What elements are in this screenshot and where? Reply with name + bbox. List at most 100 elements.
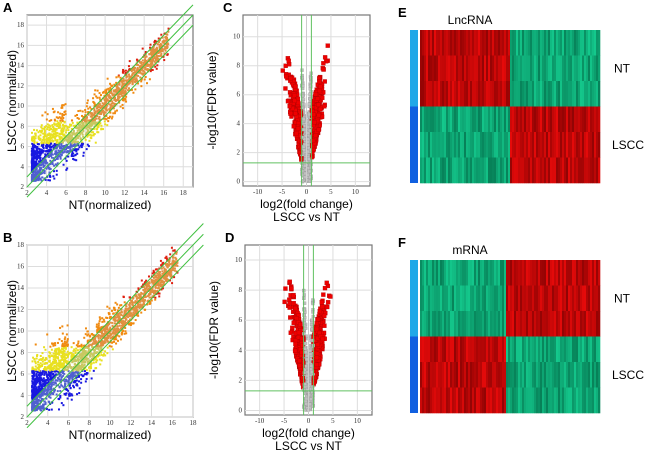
point: [50, 152, 53, 155]
point: [35, 354, 38, 357]
point: [36, 403, 39, 406]
point: [71, 376, 74, 379]
significant-point: [284, 74, 289, 79]
point: [53, 388, 56, 391]
point: [52, 127, 55, 130]
point: [43, 385, 46, 388]
point: [72, 369, 75, 372]
point: [49, 378, 52, 381]
point: [58, 351, 61, 354]
point: [39, 134, 42, 137]
point: [53, 129, 56, 132]
point: [105, 109, 108, 112]
point: [42, 379, 45, 382]
point: [41, 380, 44, 383]
point: [84, 350, 87, 353]
point: [79, 354, 82, 357]
point: [140, 68, 143, 71]
point: [157, 287, 160, 290]
point: [72, 155, 75, 158]
point: [74, 114, 77, 117]
point: [48, 391, 51, 394]
point: [108, 345, 111, 348]
point: [120, 80, 123, 83]
point: [108, 99, 111, 102]
point: [59, 138, 62, 141]
point: [160, 33, 163, 36]
point: [39, 159, 42, 162]
point: [146, 63, 149, 66]
point: [63, 111, 66, 114]
point: [160, 264, 163, 267]
point: [66, 360, 69, 363]
point: [31, 370, 34, 373]
point: [107, 335, 110, 338]
point: [120, 326, 123, 329]
point: [130, 314, 133, 317]
significant-point: [321, 61, 326, 66]
point: [68, 351, 71, 354]
point: [61, 115, 64, 118]
point: [77, 340, 80, 343]
point: [123, 91, 126, 94]
point: [69, 148, 72, 151]
point: [59, 157, 62, 160]
point: [158, 283, 161, 286]
point: [105, 115, 108, 118]
point: [161, 50, 164, 53]
point: [133, 67, 136, 70]
point: [102, 332, 105, 335]
point: [113, 83, 116, 86]
point: [72, 360, 75, 363]
point: [80, 343, 83, 346]
point: [92, 134, 95, 137]
point: [43, 164, 46, 167]
point: [168, 270, 171, 273]
point: [164, 277, 167, 280]
point: [122, 68, 125, 71]
point: [107, 116, 110, 119]
point: [50, 408, 53, 411]
point: [72, 371, 75, 374]
point: [111, 348, 114, 351]
point: [115, 327, 118, 330]
point: [84, 108, 87, 111]
point: [35, 372, 38, 375]
point: [133, 307, 136, 310]
point: [116, 315, 119, 318]
point: [165, 33, 168, 36]
point: [84, 133, 87, 136]
point: [90, 377, 93, 380]
point: [78, 135, 81, 138]
point: [117, 89, 120, 92]
point: [84, 354, 87, 357]
point: [57, 397, 60, 400]
y-tick-label: 12: [17, 306, 25, 314]
point: [75, 379, 78, 382]
point: [62, 379, 65, 382]
point: [137, 314, 140, 317]
point: [70, 143, 73, 146]
x-tick-label: -5: [279, 188, 285, 196]
point: [104, 111, 107, 114]
point: [31, 406, 34, 409]
point: [56, 347, 59, 350]
point: [39, 148, 42, 151]
point: [151, 281, 154, 284]
point: [59, 349, 62, 352]
point: [106, 352, 109, 355]
point: [95, 341, 98, 344]
point: [34, 365, 37, 368]
point: [75, 144, 78, 147]
point: [90, 352, 93, 355]
point: [70, 136, 73, 139]
point: [53, 359, 56, 362]
point: [41, 406, 44, 409]
point: [101, 109, 104, 112]
point: [111, 335, 114, 338]
point: [42, 408, 45, 411]
point: [36, 353, 39, 356]
point: [68, 372, 71, 375]
point: [42, 136, 45, 139]
point: [52, 111, 55, 114]
